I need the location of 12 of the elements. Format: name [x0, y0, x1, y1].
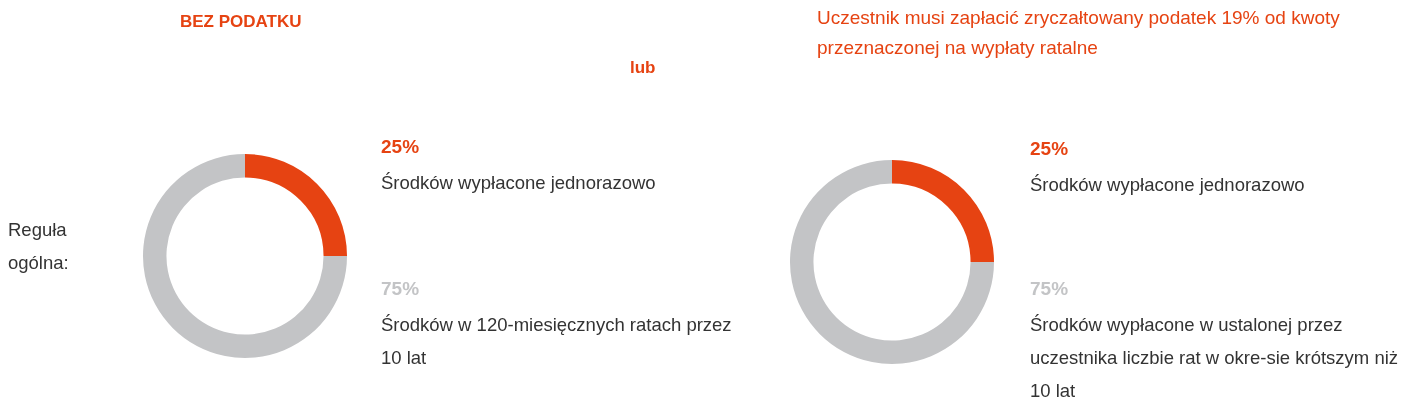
slice-label: Środków wypłacone jednorazowo — [381, 171, 657, 195]
slice-label: Środków w 120-miesięcznych ratach przez 10 lat — [381, 313, 733, 370]
data-label: 75% — [381, 277, 421, 301]
data-label: 25% — [381, 135, 421, 159]
data-label: 75% — [1030, 277, 1070, 301]
slice-label: Środków wypłacone w ustalonej przez uczestnika liczbie rat w okre-sie krótszym niż 10 lat — [1030, 313, 1400, 403]
chart-title: BEZ PODATKU — [180, 12, 303, 32]
text: lub — [630, 58, 657, 78]
text: Reguła ogólna: — [8, 218, 70, 275]
data-label: 25% — [1030, 137, 1070, 161]
chart-title: Uczestnik musi zapłacić zryczałtowany podatek 19% od kwoty przeznaczonej na wypłaty ratalne — [817, 6, 1341, 60]
slice-label: Środków wypłacone jednorazowo — [1030, 173, 1306, 197]
